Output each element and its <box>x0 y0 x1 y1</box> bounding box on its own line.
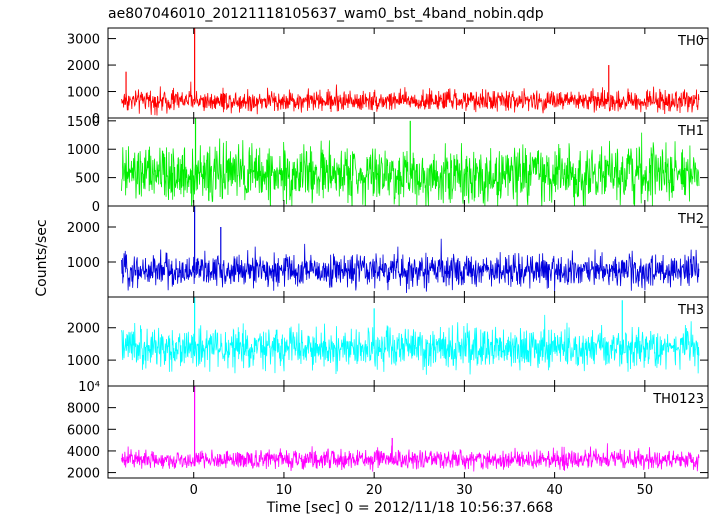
panel-label-th3: TH3 <box>677 303 704 318</box>
y-tick-label: 4000 <box>67 445 100 460</box>
panel-th3: 1000 2000 TH3 <box>67 296 709 387</box>
panel-th1: 0 500 1000 1500 TH1 <box>67 115 709 215</box>
series-line-th2 <box>121 238 700 293</box>
y-tick-label: 2000 <box>67 221 100 236</box>
x-tick-label: 10 <box>276 483 293 498</box>
x-tick-label: 40 <box>546 483 563 498</box>
series-line-th1 <box>121 132 700 206</box>
y-axis-label: Counts/sec <box>34 219 50 296</box>
series-line-th0 <box>121 81 700 116</box>
x-tick-label: 50 <box>637 483 654 498</box>
y-tick-label: 1000 <box>67 143 100 158</box>
x-tick-labels: 0 10 20 30 40 50 <box>190 483 654 498</box>
panel-label-th1: TH1 <box>677 124 704 139</box>
y-tick-label: 2000 <box>67 467 100 482</box>
y-tick-label: 3000 <box>67 33 100 48</box>
y-tick-label: 1000 <box>67 256 100 271</box>
x-tick-label: 30 <box>456 483 473 498</box>
x-tick-label: 0 <box>190 483 198 498</box>
series-line-th3 <box>121 314 700 375</box>
panel-th0123: 2000 4000 6000 8000 10⁴ TH0123 <box>67 380 709 482</box>
panels-group: 0 1000 2000 3000 TH0 0 500 1000 1500 TH1 1000 2000 T… <box>67 27 709 482</box>
y-tick-label: 0 <box>92 112 100 127</box>
panel-th0: 0 1000 2000 3000 TH0 <box>67 27 709 127</box>
x-tick-label: 20 <box>366 483 383 498</box>
y-tick-label: 1000 <box>67 86 100 101</box>
panel-frame <box>107 385 709 479</box>
x-axis-label: Time [sec] 0 = 2012/11/18 10:56:37.668 <box>266 500 553 516</box>
y-tick-label: 2000 <box>67 59 100 74</box>
panel-label-th0: TH0 <box>677 34 704 49</box>
panel-label-th2: TH2 <box>677 212 704 227</box>
y-tick-label: 10⁴ <box>78 380 100 395</box>
y-tick-label: 6000 <box>67 423 100 438</box>
y-tick-label: 1500 <box>67 115 100 130</box>
panel-frame <box>107 205 709 298</box>
series-line-th0123 <box>121 443 700 472</box>
y-tick-label: 500 <box>75 172 100 187</box>
panel-label-th0123: TH0123 <box>652 392 704 407</box>
y-tick-label: 8000 <box>67 402 100 417</box>
y-tick-label: 1000 <box>67 354 100 369</box>
panel-th2: 1000 2000 TH2 <box>67 205 709 298</box>
y-tick-label: 2000 <box>67 322 100 337</box>
chart-title: ae807046010_20121118105637_wam0_bst_4ban… <box>108 6 544 22</box>
y-tick-label: 0 <box>92 200 100 215</box>
